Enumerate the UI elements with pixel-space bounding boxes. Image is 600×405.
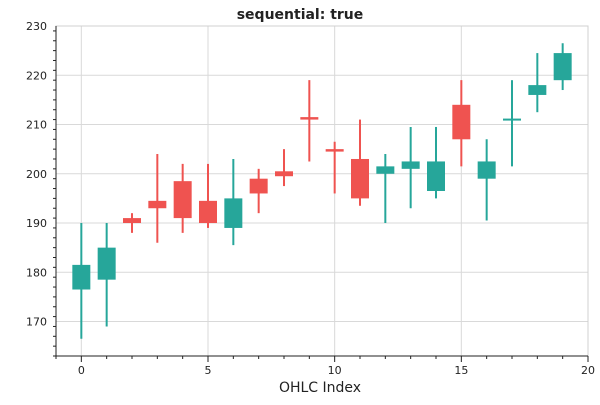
candle bbox=[97, 223, 116, 327]
candle-body bbox=[97, 247, 116, 280]
candle bbox=[173, 163, 192, 233]
candle-body bbox=[452, 104, 471, 140]
candle-body bbox=[275, 171, 293, 177]
candle-body bbox=[351, 158, 369, 199]
candle bbox=[325, 141, 344, 194]
candle bbox=[249, 168, 268, 214]
y-tick-label: 200 bbox=[26, 168, 47, 181]
y-tick-label: 230 bbox=[26, 20, 47, 33]
candle bbox=[275, 149, 293, 187]
candle-body bbox=[477, 161, 496, 179]
candle bbox=[452, 80, 471, 167]
gridlines bbox=[56, 25, 589, 356]
candle-body bbox=[300, 117, 319, 120]
candles bbox=[72, 43, 572, 339]
x-tick-label: 5 bbox=[205, 364, 212, 377]
x-axis-title: OHLC Index bbox=[279, 380, 361, 396]
candle bbox=[401, 126, 420, 209]
candle-body bbox=[376, 166, 395, 174]
y-tick-label: 190 bbox=[26, 217, 47, 230]
x-tick-label: 15 bbox=[454, 364, 468, 377]
candle bbox=[351, 119, 369, 206]
candle bbox=[477, 139, 496, 221]
chart-title: sequential: true bbox=[237, 7, 364, 23]
y-tick-label: 220 bbox=[26, 69, 47, 82]
candle-body bbox=[123, 218, 141, 224]
candle bbox=[123, 213, 141, 233]
candle bbox=[528, 53, 547, 113]
candle bbox=[72, 223, 91, 339]
candle bbox=[224, 158, 243, 246]
candle bbox=[503, 80, 521, 167]
candle bbox=[300, 80, 319, 162]
x-tick-label: 0 bbox=[78, 364, 85, 377]
x-tick-label: 10 bbox=[328, 364, 342, 377]
candle-body bbox=[401, 161, 420, 169]
candle bbox=[553, 43, 572, 91]
candle bbox=[148, 154, 167, 243]
candle bbox=[376, 154, 395, 224]
candle-body bbox=[148, 200, 167, 209]
candle bbox=[427, 126, 445, 199]
x-axis: 0 5 10 15 20 bbox=[55, 355, 595, 377]
y-axis: 170 180 190 200 210 220 230 bbox=[26, 20, 57, 357]
candle-body bbox=[553, 53, 572, 81]
y-tick-label: 210 bbox=[26, 119, 47, 132]
candle-body bbox=[503, 118, 521, 121]
candle-body bbox=[325, 149, 344, 152]
y-tick-label: 180 bbox=[26, 266, 47, 279]
candle-body bbox=[224, 198, 243, 228]
x-tick-label: 20 bbox=[581, 364, 595, 377]
candle-body bbox=[199, 200, 217, 224]
candle-body bbox=[173, 181, 192, 219]
candle-body bbox=[72, 264, 91, 290]
candle-body bbox=[427, 161, 445, 191]
candle-body bbox=[528, 85, 547, 95]
candle bbox=[199, 163, 217, 228]
candle-body bbox=[249, 178, 268, 194]
y-tick-label: 170 bbox=[26, 316, 47, 329]
